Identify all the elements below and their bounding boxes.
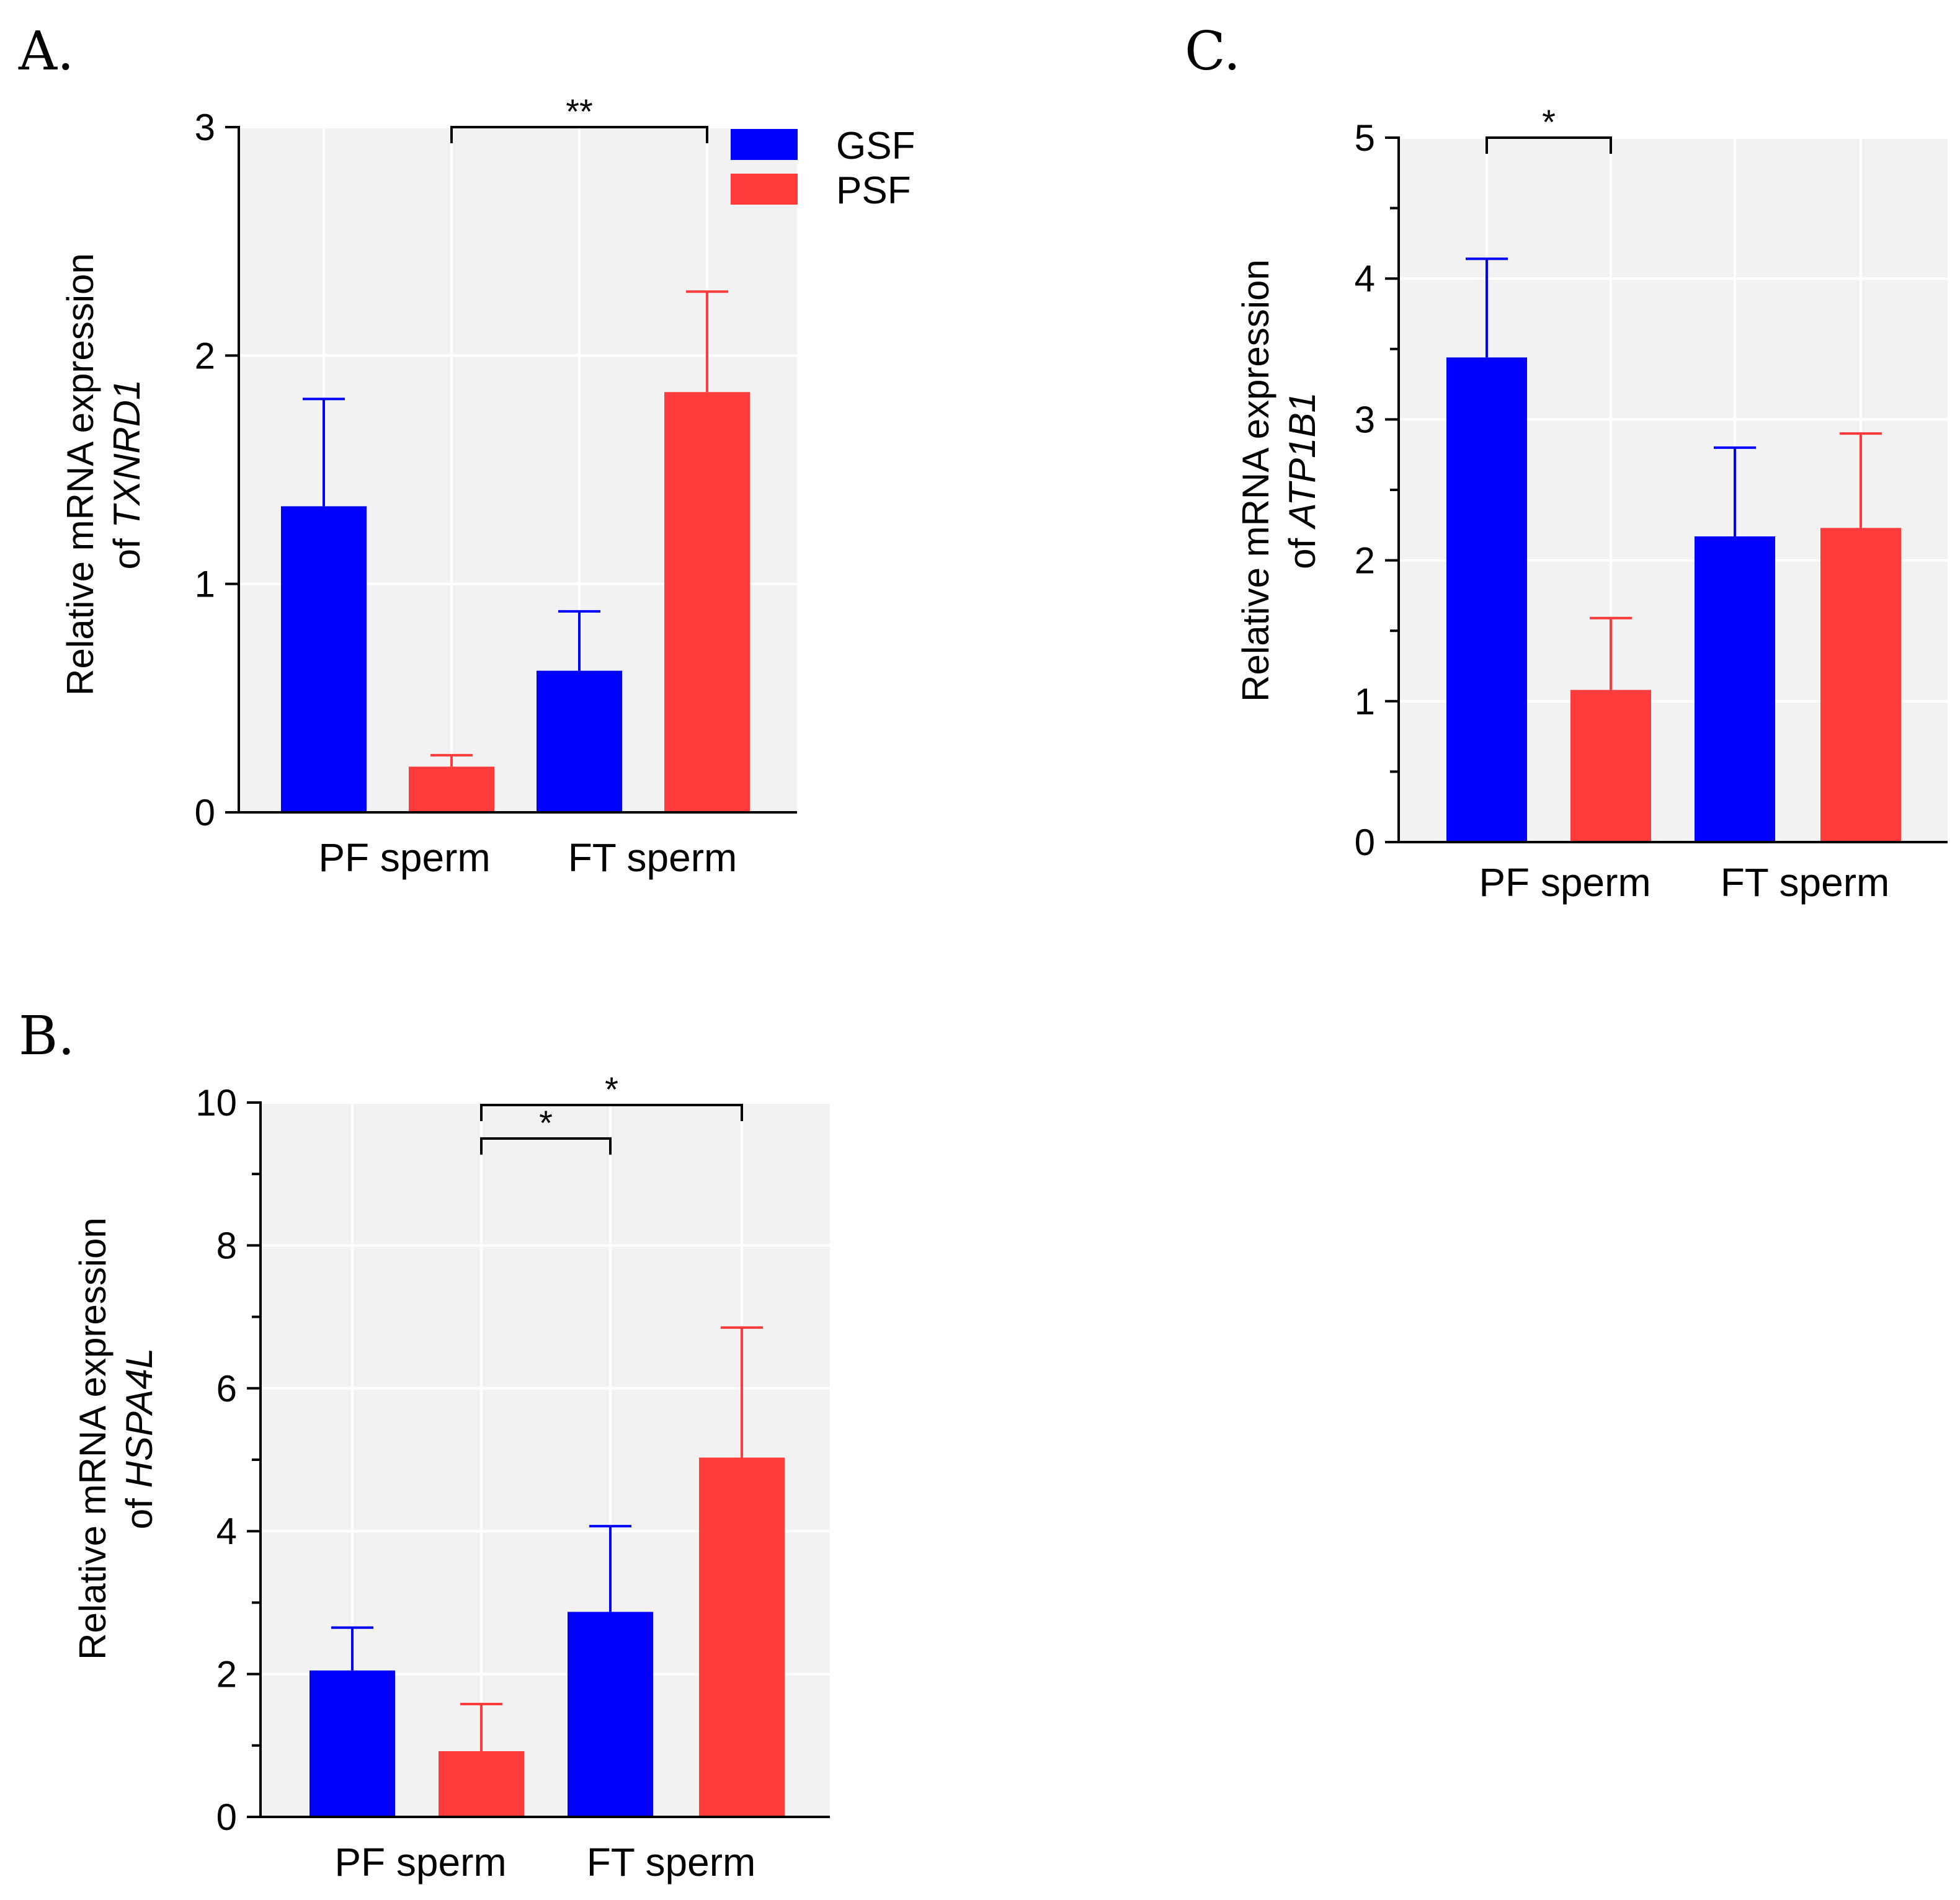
panel-a-y-tick-label: 3	[195, 107, 215, 148]
panel-b-ylabel-line2: of HSPA4L	[118, 1348, 160, 1529]
panel-a-significance-label: **	[566, 92, 593, 131]
panel-b-y-tick-label: 2	[216, 1654, 237, 1695]
legend: GSF PSF	[731, 125, 915, 212]
panel-a-category-label: FT sperm	[568, 835, 737, 880]
panel-c-y-tick-label: 1	[1355, 681, 1375, 722]
panel-c-ylabel-gene: ATP1B1	[1281, 392, 1323, 530]
panel-a-significance-bracket	[450, 126, 708, 143]
panel-b-y-tick-label: 4	[216, 1511, 237, 1552]
panel-c-ylabel-line1: Relative mRNA expression	[1235, 259, 1276, 702]
panel-c-letter: C.	[1185, 20, 1241, 82]
panel-b-bar-psf	[439, 1751, 524, 1817]
panel-a-ylabel-gene: TXNRD1	[106, 380, 148, 528]
panel-b-category-label: FT sperm	[587, 1840, 756, 1884]
panel-b-bar-gsf	[310, 1670, 395, 1817]
panel-b-ylabel-line1: Relative mRNA expression	[72, 1217, 114, 1660]
panel-a-bar-gsf	[537, 670, 622, 812]
panel-c-bar-gsf	[1695, 536, 1775, 842]
panel-b-ylabel-gene: HSPA4L	[118, 1348, 160, 1488]
panel-b-letter: B.	[19, 1005, 75, 1067]
panel-a-ylabel-line2: of TXNRD1	[106, 380, 148, 570]
panel-a-letter: A.	[18, 20, 74, 82]
panel-c-y-tick-label: 4	[1355, 258, 1375, 300]
panel-a-category-label: PF sperm	[318, 835, 490, 880]
panel-a-ylabel-line1: Relative mRNA expression	[60, 253, 101, 696]
panel-b-chart: B. 0 2 4 6 8 10 * * Relative mRNA expression of…	[19, 1005, 830, 1884]
legend-swatch-gsf	[731, 129, 798, 160]
panel-a-bar-psf	[664, 392, 750, 812]
panel-c-y-tick-label: 2	[1355, 540, 1375, 582]
panel-c-ylabel-line2: of ATP1B1	[1281, 392, 1323, 569]
panel-c-y-tick-label: 0	[1355, 822, 1375, 863]
panel-a-y-tick-label: 2	[195, 335, 215, 376]
panel-a-ylabel-of: of	[106, 538, 148, 569]
panel-c-ylabel-of: of	[1281, 538, 1323, 569]
panel-a-chart: A. 0 1 2 3 ** Relative mRNA expression of TX…	[18, 20, 915, 880]
panel-b-y-tick-label: 0	[216, 1796, 237, 1838]
panel-b-category-label: PF sperm	[334, 1840, 506, 1884]
panel-a-plot: 0 1 2 3 **	[195, 92, 797, 833]
panel-c-category-label: PF sperm	[1479, 860, 1650, 905]
panel-a-y-tick-label: 1	[195, 564, 215, 605]
panel-a-bar-psf	[409, 766, 494, 812]
panel-c-plot: 0 1 2 3 4 5 *	[1355, 102, 1948, 863]
panel-c-significance-label: *	[1542, 102, 1556, 141]
legend-label-psf: PSF	[836, 169, 911, 212]
panel-a-bar-gsf	[281, 506, 367, 812]
panel-b-y-tick-label: 8	[216, 1225, 237, 1266]
panel-b-plot: 0 2 4 6 8 10 * *	[195, 1070, 830, 1838]
panel-c-bar-psf	[1570, 690, 1651, 842]
panel-b-significance-label: *	[605, 1070, 618, 1109]
panel-b-ylabel-of: of	[118, 1498, 160, 1529]
panel-b-significance-label: *	[539, 1103, 553, 1142]
panel-c-y-tick-label: 5	[1355, 117, 1375, 159]
panel-c-chart: C. 0 1 2 3 4 5 * Relative mRNA expression of A…	[1185, 20, 1948, 905]
panel-b-bar-psf	[699, 1457, 785, 1817]
panel-c-category-label: FT sperm	[1721, 860, 1890, 905]
panel-b-significance-bracket	[480, 1137, 612, 1155]
legend-swatch-psf	[731, 174, 798, 205]
panel-b-significance-bracket	[480, 1104, 743, 1121]
panel-a-y-tick-label: 0	[195, 792, 215, 833]
panel-c-bar-gsf	[1446, 357, 1527, 842]
legend-label-gsf: GSF	[836, 125, 915, 167]
panel-c-bar-psf	[1820, 528, 1901, 842]
panel-b-y-tick-label: 6	[216, 1368, 237, 1409]
panel-c-y-tick-label: 3	[1355, 399, 1375, 440]
panel-c-significance-bracket	[1486, 136, 1612, 154]
panel-b-y-tick-label: 10	[195, 1082, 237, 1124]
panel-b-bar-gsf	[568, 1612, 653, 1817]
